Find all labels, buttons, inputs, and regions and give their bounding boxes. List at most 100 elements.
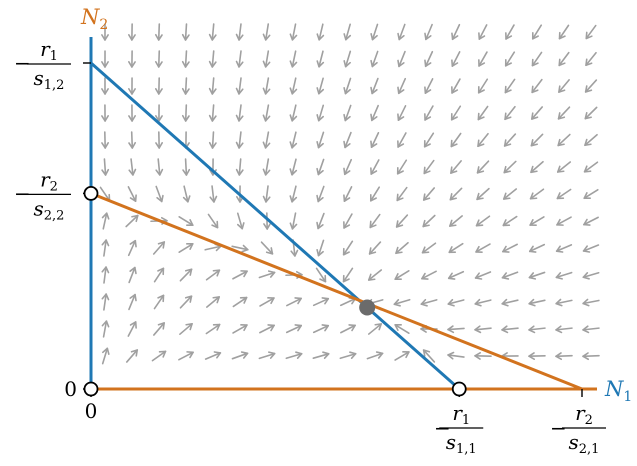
field-arrow (101, 77, 109, 95)
field-arrow (101, 347, 110, 365)
x-tick-num-var: r (575, 401, 586, 425)
x-tick-numerator: r2 (575, 401, 593, 428)
field-arrow (316, 50, 325, 68)
field-arrow (475, 243, 491, 253)
origin-label-x: 0 (85, 399, 98, 423)
field-arrow (477, 132, 489, 148)
field-arrow (315, 267, 327, 283)
field-arrow (449, 187, 463, 201)
x-tick-num-var: r (452, 401, 463, 425)
field-arrow (235, 131, 244, 149)
field-arrow (420, 298, 438, 307)
field-arrow (232, 296, 248, 308)
field-arrow (262, 158, 271, 176)
field-arrow (530, 160, 544, 174)
field-arrow (312, 324, 330, 334)
field-arrow (395, 241, 409, 255)
field-arrow (501, 325, 519, 334)
field-arrow (316, 185, 325, 203)
field-arrow (339, 351, 357, 360)
field-arrow (263, 212, 271, 230)
field-arrow (128, 104, 136, 122)
field-arrow (528, 243, 546, 253)
field-arrow (101, 239, 110, 257)
field-arrow (316, 239, 325, 257)
field-arrow (396, 159, 408, 175)
field-arrow (262, 23, 271, 41)
field-arrow (423, 132, 435, 148)
field-arrow (262, 77, 271, 95)
field-arrow (101, 212, 110, 230)
field-arrow (153, 267, 165, 283)
field-arrow (154, 50, 163, 68)
unstable-fixed-point (83, 381, 99, 397)
field-arrow (450, 160, 462, 174)
field-arrow (448, 242, 464, 254)
field-arrow (557, 106, 571, 120)
field-arrow (204, 351, 222, 360)
field-arrow (128, 293, 137, 311)
y-tick-den-sub: 1,2 (44, 78, 65, 93)
field-arrow (370, 77, 379, 95)
field-arrow (182, 158, 191, 176)
field-arrow (424, 23, 433, 41)
field-arrow (555, 271, 573, 280)
x-tick-den-sub: 1,1 (456, 442, 477, 457)
field-arrow (555, 325, 573, 334)
field-arrow (370, 104, 379, 122)
field-arrow (154, 23, 163, 41)
field-arrow (289, 77, 298, 95)
field-arrow (262, 185, 271, 203)
field-arrow (289, 50, 298, 68)
field-arrow (312, 351, 330, 360)
field-arrow (208, 77, 217, 95)
field-arrow (125, 349, 139, 363)
field-arrow (450, 132, 462, 148)
field-arrow (582, 271, 600, 280)
y-tick-sign: − (14, 181, 31, 205)
field-arrow (396, 186, 408, 202)
field-arrow (370, 159, 380, 175)
field-arrow (449, 215, 463, 227)
field-arrow (101, 50, 109, 68)
field-arrow (394, 270, 410, 280)
field-arrow (232, 270, 248, 280)
field-arrow (181, 23, 190, 41)
field-arrow (528, 271, 546, 280)
n2-nullcline-line (90, 192, 583, 391)
origin-label-y: 0 (64, 377, 77, 401)
field-arrow (155, 104, 163, 122)
y-tick-num-sub: 1 (50, 49, 58, 64)
field-arrow (209, 185, 218, 203)
field-arrow (101, 104, 109, 122)
field-arrow (289, 131, 298, 149)
field-arrow (422, 214, 436, 228)
field-arrow (585, 51, 597, 67)
field-arrow (289, 158, 298, 176)
field-arrow (421, 242, 437, 254)
field-arrow (503, 160, 517, 174)
field-arrow (369, 186, 381, 202)
field-arrow (262, 104, 271, 122)
y-axis-label: N2 (80, 5, 108, 33)
field-arrow (178, 242, 194, 254)
field-arrow (584, 106, 598, 120)
x-tick-num-sub: 1 (462, 413, 470, 428)
field-arrow (181, 104, 190, 122)
y-tick-denominator: s2,2 (34, 196, 65, 223)
field-arrow (235, 77, 244, 95)
field-arrow (424, 105, 434, 121)
y-tick-denominator: s1,2 (34, 66, 65, 93)
field-arrow (583, 216, 599, 226)
field-arrow (260, 241, 274, 255)
field-arrow (394, 324, 410, 334)
x-tick-label-r2-s21: − r2 s2,1 (550, 401, 606, 457)
field-arrow (531, 78, 543, 94)
field-arrow (447, 325, 465, 334)
field-arrow (231, 244, 249, 253)
field-arrow (502, 188, 518, 200)
field-arrow (258, 270, 276, 279)
field-arrow (558, 24, 570, 40)
field-arrow (286, 297, 302, 307)
